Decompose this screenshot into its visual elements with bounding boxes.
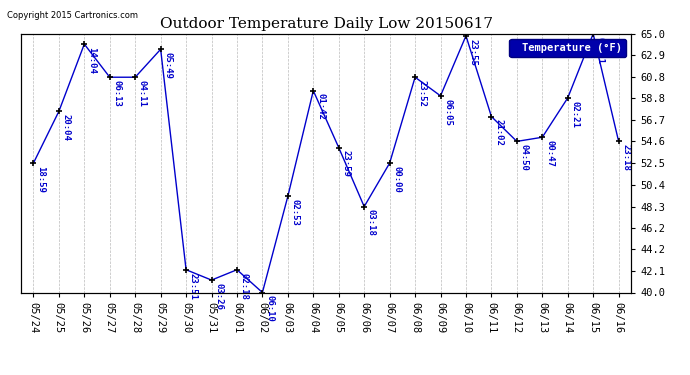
Title: Outdoor Temperature Daily Low 20150617: Outdoor Temperature Daily Low 20150617 (159, 17, 493, 31)
Text: 02:21: 02:21 (571, 101, 580, 128)
Text: 03:18: 03:18 (367, 209, 376, 236)
Text: Copyright 2015 Cartronics.com: Copyright 2015 Cartronics.com (7, 11, 138, 20)
Text: 01:42: 01:42 (316, 93, 325, 120)
Text: 06:05: 06:05 (443, 99, 453, 126)
Text: 02:18: 02:18 (239, 273, 249, 299)
Text: 21:02: 21:02 (494, 119, 503, 146)
Text: 02:21: 02:21 (596, 36, 605, 63)
Text: 00:47: 00:47 (545, 140, 554, 167)
Text: 00:00: 00:00 (393, 166, 402, 193)
Text: 02:53: 02:53 (290, 199, 299, 226)
Text: 05:49: 05:49 (164, 52, 172, 79)
Text: 03:26: 03:26 (215, 283, 224, 310)
Text: 04:11: 04:11 (138, 80, 147, 107)
Text: 06:13: 06:13 (112, 80, 121, 107)
Text: 14:04: 14:04 (87, 47, 96, 74)
Text: 23:59: 23:59 (342, 150, 351, 177)
Text: 23:51: 23:51 (189, 273, 198, 299)
Text: 18:59: 18:59 (36, 166, 46, 193)
Legend: Temperature (°F): Temperature (°F) (509, 39, 626, 57)
Text: 20:04: 20:04 (61, 114, 70, 141)
Text: 23:52: 23:52 (418, 80, 427, 107)
Text: 06:10: 06:10 (265, 295, 274, 322)
Text: 23:18: 23:18 (622, 144, 631, 171)
Text: 04:50: 04:50 (520, 144, 529, 171)
Text: 23:55: 23:55 (469, 39, 477, 66)
